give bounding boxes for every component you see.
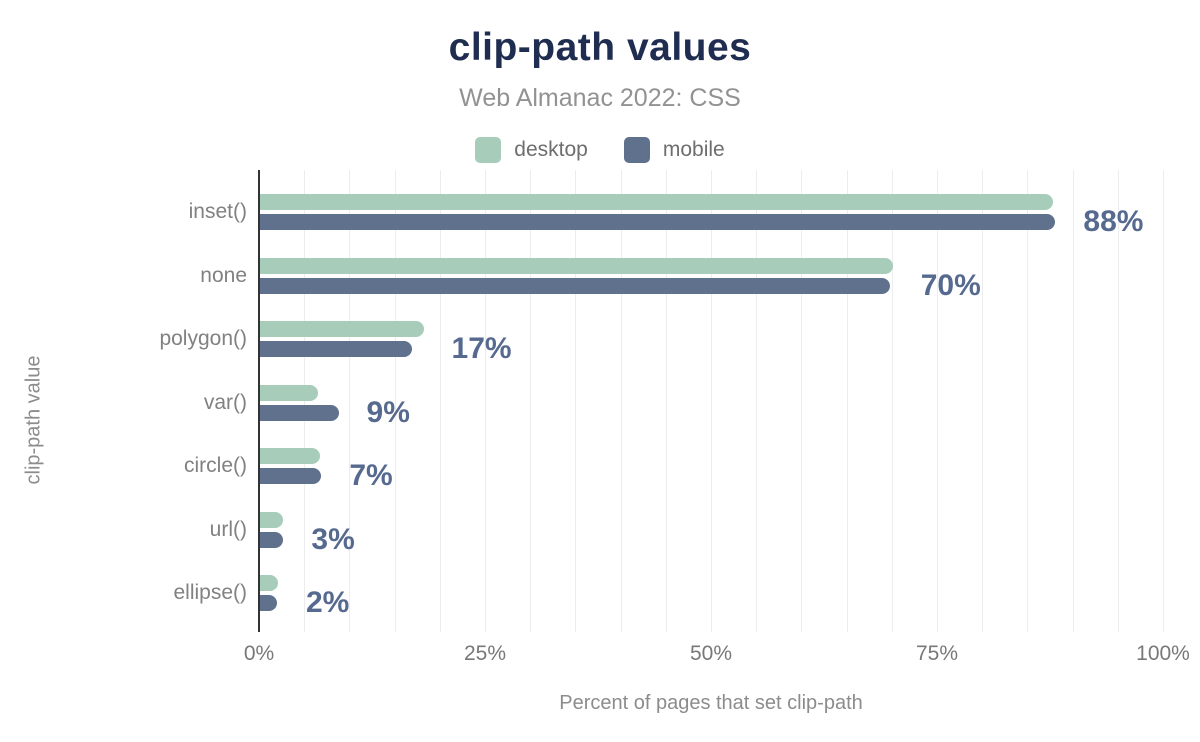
desktop-bar bbox=[259, 321, 424, 337]
value-label: 3% bbox=[311, 522, 355, 556]
gridline bbox=[937, 170, 938, 632]
gridline bbox=[349, 170, 351, 632]
mobile-bar bbox=[259, 468, 322, 484]
gridline bbox=[530, 170, 532, 632]
mobile-bar bbox=[259, 531, 284, 548]
desktop-bar bbox=[259, 575, 278, 591]
legend-item-desktop: desktop bbox=[475, 137, 588, 163]
gridline bbox=[756, 170, 758, 632]
gridline bbox=[891, 170, 893, 632]
category-label: var() bbox=[203, 390, 247, 414]
chart-title: clip-path values bbox=[448, 26, 752, 69]
gridline bbox=[846, 170, 848, 632]
x-tick-label: 50% bbox=[689, 642, 733, 665]
gridline bbox=[1027, 170, 1029, 632]
value-label: 2% bbox=[305, 586, 350, 619]
legend-label-mobile: mobile bbox=[662, 138, 725, 161]
legend-label-desktop: desktop bbox=[514, 138, 588, 161]
gridline bbox=[1117, 170, 1119, 632]
gridline bbox=[1163, 170, 1164, 632]
mobile-bar bbox=[259, 277, 890, 294]
gridline bbox=[304, 170, 306, 632]
category-label: circle() bbox=[184, 454, 247, 477]
desktop-bar bbox=[259, 384, 318, 401]
mobile-bar bbox=[259, 341, 412, 357]
legend-item-mobile: mobile bbox=[623, 137, 725, 163]
x-tick-label: 75% bbox=[915, 642, 959, 665]
legend: desktop mobile bbox=[0, 137, 1200, 163]
gridline bbox=[801, 170, 803, 632]
value-label: 7% bbox=[349, 459, 393, 492]
y-axis-line bbox=[258, 170, 260, 632]
category-label: polygon() bbox=[159, 327, 247, 350]
value-label: 9% bbox=[366, 395, 410, 429]
gridline bbox=[665, 170, 667, 632]
category-label: inset() bbox=[188, 200, 247, 223]
gridline bbox=[982, 170, 984, 632]
gridline bbox=[485, 170, 486, 632]
x-tick-label: 100% bbox=[1136, 642, 1190, 665]
desktop-bar bbox=[259, 448, 321, 464]
desktop-bar bbox=[259, 257, 893, 274]
gridline bbox=[620, 170, 622, 632]
category-label: ellipse() bbox=[173, 581, 247, 604]
gridline bbox=[439, 170, 441, 632]
gridline bbox=[1072, 170, 1074, 632]
x-tick-label: 25% bbox=[463, 642, 507, 665]
value-label: 88% bbox=[1083, 205, 1144, 238]
mobile-bar bbox=[259, 404, 339, 421]
chart-subtitle: Web Almanac 2022: CSS bbox=[459, 84, 741, 112]
gridline bbox=[394, 170, 396, 632]
mobile-bar bbox=[259, 214, 1056, 230]
value-label: 17% bbox=[451, 332, 512, 365]
category-label: none bbox=[200, 263, 247, 287]
category-label: url() bbox=[209, 517, 247, 541]
x-tick-label: 0% bbox=[243, 642, 275, 665]
desktop-swatch bbox=[475, 137, 502, 163]
mobile-swatch bbox=[623, 137, 650, 163]
mobile-bar bbox=[259, 595, 278, 611]
gridline bbox=[711, 170, 712, 632]
desktop-bar bbox=[259, 194, 1053, 210]
x-axis-title: Percent of pages that set clip-path bbox=[559, 692, 863, 714]
desktop-bar bbox=[259, 511, 283, 528]
value-label: 70% bbox=[920, 268, 981, 302]
gridline bbox=[575, 170, 577, 632]
plot-area: inset() 88% none 70% polygon() 17% var() 9% circ… bbox=[159, 170, 1190, 665]
